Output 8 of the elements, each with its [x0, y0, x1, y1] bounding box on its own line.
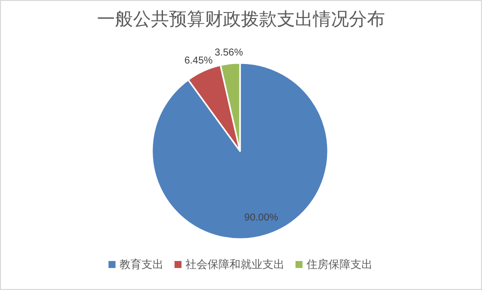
legend-label: 社会保障和就业支出 — [186, 258, 284, 271]
data-label: 90.00% — [244, 212, 278, 224]
data-label: 3.56% — [214, 47, 244, 58]
data-label: 6.45% — [184, 56, 213, 67]
legend-label: 住房保障支出 — [306, 258, 372, 271]
pie-slice — [151, 62, 329, 240]
legend-label: 教育支出 — [120, 258, 164, 271]
chart-title: 一般公共预算财政拨款支出情况分布 — [97, 9, 385, 29]
